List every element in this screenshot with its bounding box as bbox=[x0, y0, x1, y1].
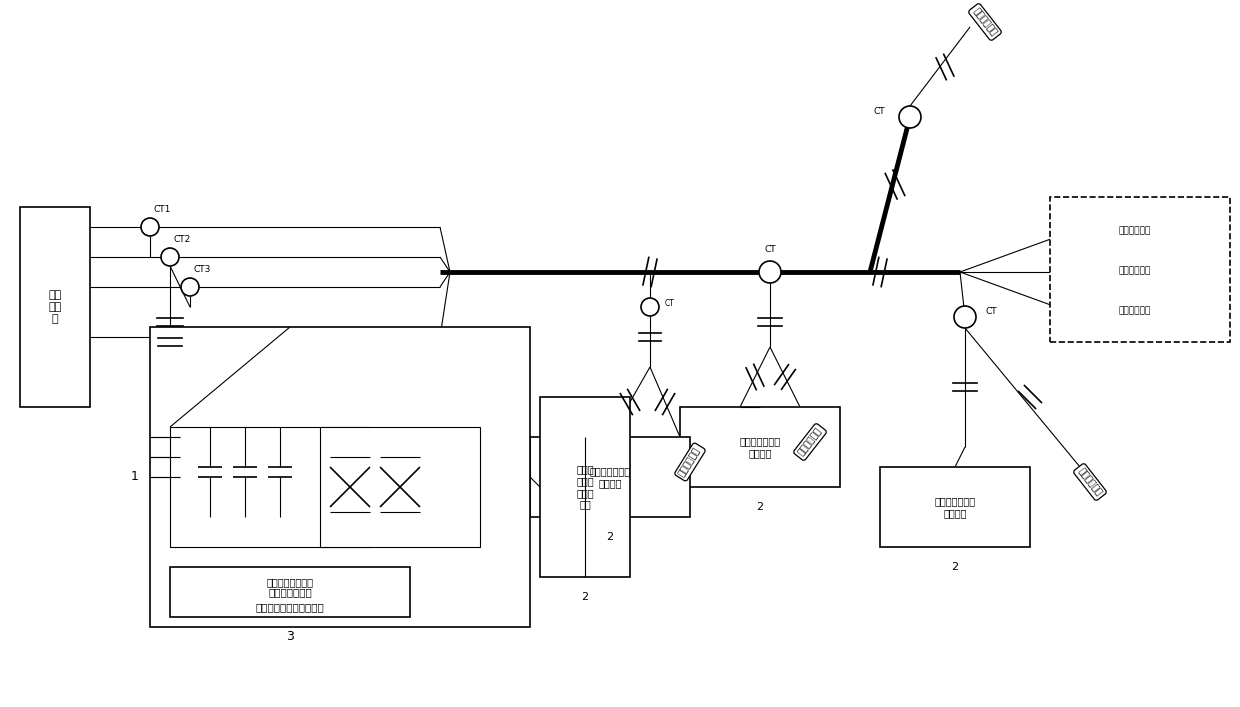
Bar bbox=[320, 427, 480, 547]
Text: 3: 3 bbox=[286, 631, 294, 643]
Text: 电能替代元件: 电能替代元件 bbox=[1118, 226, 1151, 235]
Text: 多目标电能质量
优化单元: 多目标电能质量 优化单元 bbox=[589, 466, 631, 488]
Bar bbox=[539, 397, 630, 577]
Circle shape bbox=[161, 248, 179, 266]
Circle shape bbox=[899, 106, 921, 128]
Text: 混合式电能质量优化单元: 混合式电能质量优化单元 bbox=[255, 602, 325, 612]
Text: 配电
变压
器: 配电 变压 器 bbox=[48, 291, 62, 324]
Text: 2: 2 bbox=[582, 592, 589, 602]
Circle shape bbox=[181, 278, 198, 296]
Text: 1: 1 bbox=[131, 470, 139, 484]
Text: 电能替代元件: 电能替代元件 bbox=[677, 446, 702, 478]
Circle shape bbox=[641, 298, 658, 316]
Text: 电能替代元件: 电能替代元件 bbox=[1118, 307, 1151, 315]
Text: 多目标电能质量
优化单元: 多目标电能质量 优化单元 bbox=[935, 496, 976, 518]
Text: 2: 2 bbox=[951, 562, 959, 572]
Text: CT: CT bbox=[764, 245, 776, 254]
Bar bbox=[680, 407, 839, 487]
Text: CT: CT bbox=[873, 107, 885, 117]
Text: CT2: CT2 bbox=[174, 235, 190, 243]
Circle shape bbox=[141, 218, 159, 236]
Bar bbox=[1070, 213, 1200, 249]
Bar bbox=[150, 327, 529, 627]
Bar bbox=[880, 467, 1030, 547]
Text: 电能替代元件: 电能替代元件 bbox=[1076, 467, 1104, 498]
Text: CT1: CT1 bbox=[153, 204, 170, 214]
Text: 系统优化控制器: 系统优化控制器 bbox=[268, 587, 312, 597]
Text: CT: CT bbox=[665, 300, 675, 308]
Bar bbox=[1050, 197, 1230, 342]
Text: 多目标电能质量
优化单元: 多目标电能质量 优化单元 bbox=[739, 436, 780, 458]
Bar bbox=[1070, 293, 1200, 329]
Text: 电能替代元件: 电能替代元件 bbox=[796, 426, 823, 457]
Bar bbox=[529, 437, 689, 517]
Circle shape bbox=[954, 306, 976, 328]
Text: 无源无功补偿单元: 无源无功补偿单元 bbox=[267, 577, 314, 587]
Text: 2: 2 bbox=[756, 502, 764, 512]
Bar bbox=[170, 427, 370, 547]
Text: 电能替代元件: 电能替代元件 bbox=[971, 6, 998, 37]
Text: CT3: CT3 bbox=[193, 264, 211, 274]
Text: 电能替代元件: 电能替代元件 bbox=[1118, 267, 1151, 276]
Circle shape bbox=[759, 261, 781, 283]
Text: 2: 2 bbox=[606, 532, 614, 542]
Text: CT: CT bbox=[985, 308, 997, 317]
Bar bbox=[20, 207, 91, 407]
Bar bbox=[1070, 253, 1200, 289]
Bar bbox=[170, 567, 410, 617]
Text: 多目标
电能质
量优化
单元: 多目标 电能质 量优化 单元 bbox=[577, 464, 594, 510]
